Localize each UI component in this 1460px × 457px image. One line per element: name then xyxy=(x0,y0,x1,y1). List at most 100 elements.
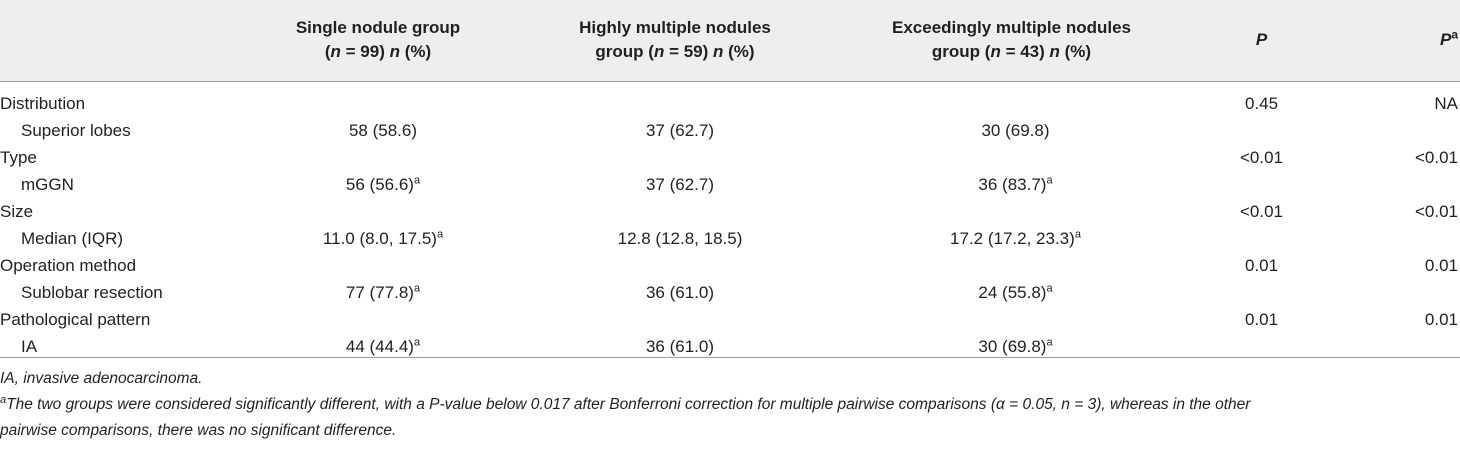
table-bottom-rule xyxy=(0,357,1460,358)
significance-marker: a xyxy=(413,335,421,348)
adjusted-p-value: <0.01 xyxy=(1334,144,1460,171)
header-p-value: P xyxy=(1255,30,1268,50)
exceedingly-multiple-value xyxy=(834,306,1189,333)
p-value xyxy=(1189,171,1334,198)
highly-multiple-value-text: 36 (61.0) xyxy=(645,282,715,302)
row-label-text: mGGN xyxy=(21,174,74,194)
single-group-value: 11.0 (8.0, 17.5)a xyxy=(240,225,516,252)
row-label: Superior lobes xyxy=(0,117,240,144)
table-row: Pathological pattern 0.01 0.01 xyxy=(0,306,1460,333)
header-col1-line1: Single nodule group xyxy=(295,18,461,38)
exceedingly-multiple-value xyxy=(834,144,1189,171)
single-group-value xyxy=(240,252,516,279)
exceedingly-multiple-value-text: 30 (69.8) xyxy=(981,120,1050,140)
row-label: Distribution xyxy=(0,81,240,117)
single-group-value: 58 (58.6) xyxy=(240,117,516,144)
p-value-text: <0.01 xyxy=(1239,201,1283,221)
highly-multiple-value xyxy=(516,252,834,279)
row-label: IA xyxy=(0,333,240,360)
p-value xyxy=(1189,117,1334,144)
header-label-cell xyxy=(0,0,240,81)
header-col3-count: = 43) xyxy=(1000,42,1050,62)
exceedingly-multiple-value xyxy=(834,198,1189,225)
table-row: Operation method 0.01 0.01 xyxy=(0,252,1460,279)
table-row: Size <0.01 <0.01 xyxy=(0,198,1460,225)
significance-marker: a xyxy=(1074,227,1081,240)
row-label-text: Sublobar resection xyxy=(21,282,163,302)
header-col2-count: = 59) xyxy=(664,42,714,62)
header-col2-pct-n: n xyxy=(713,42,724,62)
single-group-value-text: 58 (58.6) xyxy=(348,120,418,140)
row-label-text: Superior lobes xyxy=(21,120,131,140)
footnote-a-cont: pairwise comparisons, there was no signi… xyxy=(0,422,397,439)
p-value-text: 0.01 xyxy=(1244,255,1279,275)
exceedingly-multiple-value-text: 36 (83.7) xyxy=(978,174,1047,194)
table-row: Median (IQR) 11.0 (8.0, 17.5)a 12.8 (12.8,… xyxy=(0,225,1460,252)
single-group-value-text: 11.0 (8.0, 17.5) xyxy=(322,228,437,248)
header-col3-n: n xyxy=(990,42,1001,62)
header-col3-line1: Exceedingly multiple nodules xyxy=(892,18,1131,38)
row-label: Operation method xyxy=(0,252,240,279)
highly-multiple-value-text: 37 (62.7) xyxy=(645,174,715,194)
adjusted-p-value: 0.01 xyxy=(1334,252,1460,279)
adjusted-p-value-text: 0.01 xyxy=(1424,255,1458,275)
header-col2-n: n xyxy=(653,42,665,62)
highly-multiple-value xyxy=(516,306,834,333)
adjusted-p-value: 0.01 xyxy=(1334,306,1460,333)
highly-multiple-value: 37 (62.7) xyxy=(516,171,834,198)
table-row: Distribution 0.45 NA xyxy=(0,81,1460,117)
highly-multiple-value xyxy=(516,198,834,225)
row-label: Size xyxy=(0,198,240,225)
single-group-value-text: 44 (44.4) xyxy=(345,336,414,356)
exceedingly-multiple-value xyxy=(834,252,1189,279)
adjusted-p-value-text: <0.01 xyxy=(1414,201,1458,221)
p-value: 0.45 xyxy=(1189,81,1334,117)
header-col1-open: ( xyxy=(324,42,331,62)
p-value: 0.01 xyxy=(1189,306,1334,333)
exceedingly-multiple-value-text: 24 (55.8) xyxy=(978,282,1047,302)
row-label-text: Type xyxy=(0,147,37,167)
header-pa-sup: a xyxy=(1451,27,1458,42)
adjusted-p-value-text: 0.01 xyxy=(1424,309,1458,329)
highly-multiple-value: 36 (61.0) xyxy=(516,333,834,360)
header-col3-pct-n: n xyxy=(1049,42,1060,62)
header-col2-line2: group (n = 59) n (%) xyxy=(516,40,834,64)
p-value xyxy=(1189,333,1334,360)
row-label-text: Operation method xyxy=(0,255,137,275)
single-group-value xyxy=(240,198,516,225)
single-group-value-text: 77 (77.8) xyxy=(345,282,414,302)
table-body: Distribution 0.45 NA Superior lobes 58 (58.6… xyxy=(0,81,1460,360)
p-value-text: 0.01 xyxy=(1244,309,1279,329)
row-label: mGGN xyxy=(0,171,240,198)
adjusted-p-value xyxy=(1334,171,1460,198)
footnote-line1: The two groups were considered significa… xyxy=(6,396,1251,413)
header-col2-pre: group ( xyxy=(595,42,654,62)
highly-multiple-value xyxy=(516,144,834,171)
table-row: Sublobar resection 77 (77.8)a 36 (61.0) 24 … xyxy=(0,279,1460,306)
significance-marker: a xyxy=(1046,281,1053,294)
adjusted-p-value-text: NA xyxy=(1434,93,1458,113)
significance-marker: a xyxy=(413,281,421,294)
single-group-value xyxy=(240,81,516,117)
header-exceedingly-multiple-group: Exceedingly multiple nodules group (n = … xyxy=(834,0,1189,81)
highly-multiple-value-text: 12.8 (12.8, 18.5) xyxy=(617,228,743,248)
p-value xyxy=(1189,225,1334,252)
row-label-text: Distribution xyxy=(0,93,86,113)
adjusted-p-value: <0.01 xyxy=(1334,198,1460,225)
table-row: Superior lobes 58 (58.6) 37 (62.7) 30 (69.8… xyxy=(0,117,1460,144)
single-group-value xyxy=(240,144,516,171)
highly-multiple-value-text: 36 (61.0) xyxy=(645,336,715,356)
table-row: IA 44 (44.4)a 36 (61.0) 30 (69.8)a xyxy=(0,333,1460,360)
p-value: <0.01 xyxy=(1189,144,1334,171)
row-label: Median (IQR) xyxy=(0,225,240,252)
header-col3-pct: (%) xyxy=(1059,42,1092,62)
adjusted-p-value-text: <0.01 xyxy=(1414,147,1458,167)
header-col3-line2: group (n = 43) n (%) xyxy=(834,40,1189,64)
header-col1-pct-n: n xyxy=(389,42,400,62)
header-col1-count: = 99) xyxy=(340,42,390,62)
table-header-row: Single nodule group (n = 99) n (%) Highl… xyxy=(0,0,1460,81)
row-label-text: Median (IQR) xyxy=(21,228,124,248)
significance-marker: a xyxy=(436,227,444,240)
p-value xyxy=(1189,279,1334,306)
